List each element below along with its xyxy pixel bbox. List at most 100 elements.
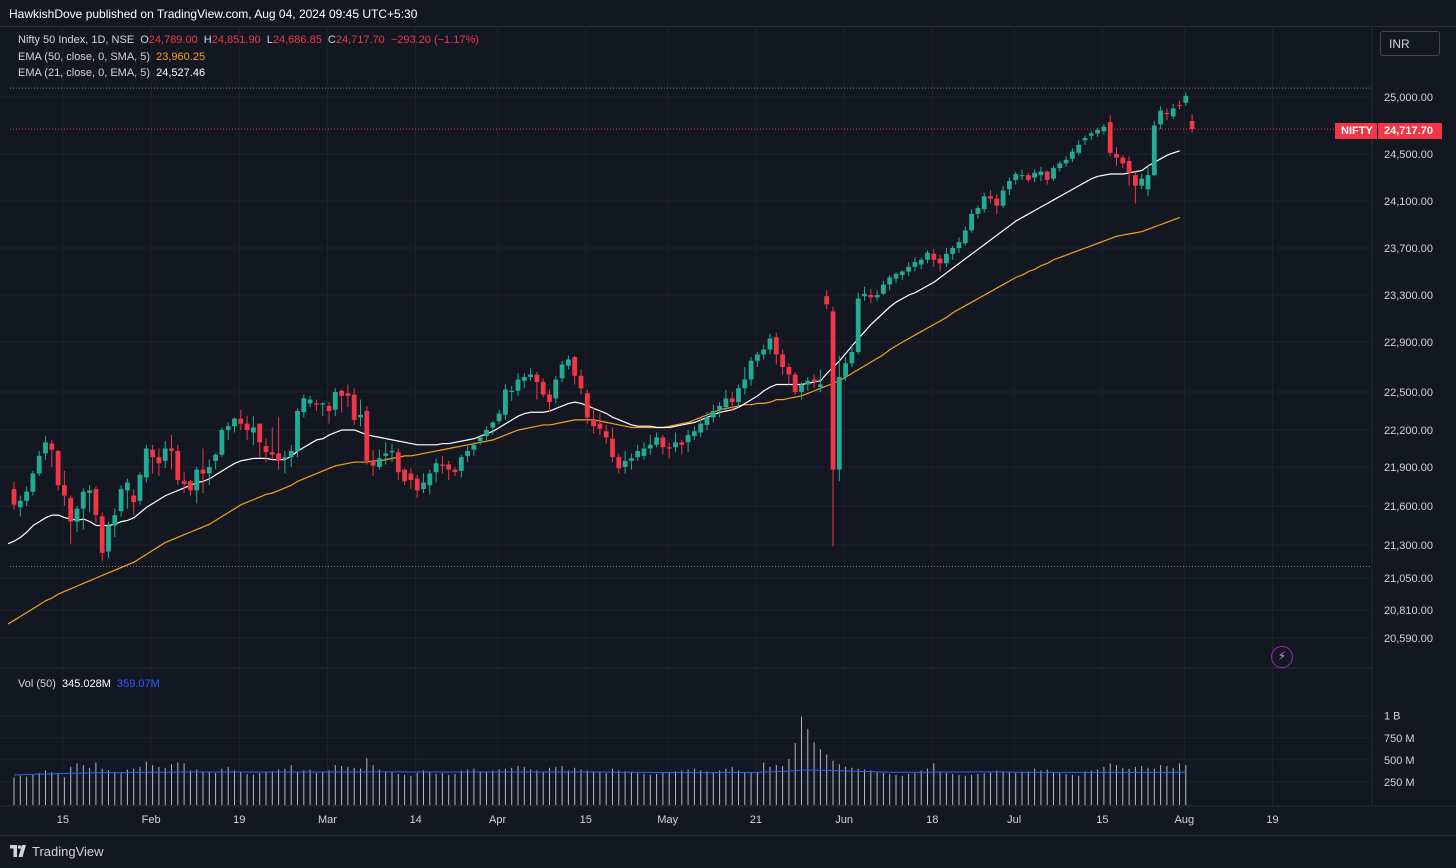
volume-value: 345.028M <box>61 678 111 690</box>
time-tick-label: 14 <box>410 814 422 826</box>
candle-body <box>1044 171 1050 180</box>
bottom-bar <box>0 835 1456 868</box>
candle-body <box>282 457 288 460</box>
candle-body <box>452 469 458 473</box>
candle-body <box>629 458 634 461</box>
candle-body <box>206 467 212 474</box>
candle-body <box>685 434 691 443</box>
candle-body <box>1114 154 1119 158</box>
candle-body <box>673 442 678 448</box>
candle-body <box>269 452 275 455</box>
candle-body <box>944 253 949 264</box>
candle-body <box>11 489 17 505</box>
volume-legend[interactable]: Vol (50) 345.028M 359.07M <box>18 678 163 690</box>
candle-body <box>1051 168 1056 179</box>
ema50-legend[interactable]: EMA (50, close, 0, SMA, 5) 23,960.25 <box>18 51 208 63</box>
candle-body <box>175 450 181 480</box>
tradingview-brand[interactable]: TradingView <box>32 844 104 859</box>
grid-lines <box>0 26 1456 807</box>
candle-body <box>1120 157 1126 164</box>
candle-body <box>1177 104 1182 107</box>
candle-body <box>1126 161 1132 173</box>
candle-body <box>528 374 533 377</box>
time-tick-label: 15 <box>1096 814 1108 826</box>
candle-body <box>906 266 911 272</box>
candle-body <box>830 311 836 470</box>
candle-body <box>717 405 722 410</box>
candle-body <box>24 491 29 501</box>
price-tick-label: 22,900.00 <box>1384 337 1433 349</box>
candle-body <box>112 515 118 526</box>
symbol-legend[interactable]: Nifty 50 Index, 1D, NSE O24,789.00 H24,8… <box>18 34 482 46</box>
chart-canvas[interactable]: 25,000.00 24,500.00 24,100.00 23,700.00 23,3… <box>0 26 1456 835</box>
candle-body <box>509 390 515 392</box>
price-tick-label: 24,500.00 <box>1384 149 1433 161</box>
candle-body <box>36 455 42 474</box>
symbol-name: Nifty 50 Index, 1D, NSE <box>18 34 135 46</box>
currency-button[interactable]: INR <box>1380 31 1440 56</box>
candle-body <box>988 196 993 199</box>
candle-body <box>547 394 552 403</box>
candle-body <box>666 447 672 449</box>
candle-body <box>17 500 23 508</box>
candle-body <box>383 453 389 456</box>
candle-body <box>981 196 987 210</box>
price-tick-label: 22,500.00 <box>1384 387 1433 399</box>
price-tick-label: 25,000.00 <box>1384 92 1433 104</box>
high-low-lines <box>10 87 1372 568</box>
candle-body <box>893 273 899 279</box>
price-tick-label: 23,300.00 <box>1384 290 1433 302</box>
candle-body <box>332 392 338 410</box>
candle-body <box>792 374 798 392</box>
candle-body <box>1057 163 1063 169</box>
candle-body <box>389 450 395 453</box>
volume-label: Vol (50) <box>18 678 56 690</box>
volume-tick-label: 500 M <box>1384 755 1415 767</box>
top-bar <box>0 0 1456 27</box>
candle-body <box>566 359 571 366</box>
time-tick-label: Aug <box>1175 814 1195 826</box>
lightning-bolt-icon[interactable]: ⚡ <box>1271 646 1293 668</box>
time-tick-label: 18 <box>926 814 938 826</box>
candle-body <box>307 399 313 404</box>
candle-body <box>1189 120 1195 129</box>
candle-body <box>616 457 622 469</box>
candle-body <box>446 464 452 470</box>
candle-body <box>484 430 489 437</box>
candle-body <box>591 419 596 427</box>
candle-body <box>559 364 565 379</box>
candle-body <box>729 398 735 403</box>
candle-body <box>395 452 401 473</box>
candle-body <box>339 390 344 396</box>
price-tick-label: 21,900.00 <box>1384 462 1433 474</box>
ema21-legend[interactable]: EMA (21, close, 0, EMA, 5) 24,527.46 <box>18 67 208 79</box>
candle-body <box>80 491 86 509</box>
change-value: −293.20 (−1.17%) <box>390 34 479 46</box>
candle-body <box>421 482 426 490</box>
candle-body <box>440 464 445 466</box>
price-tick-label: 21,300.00 <box>1384 540 1433 552</box>
time-tick-label: 21 <box>750 814 762 826</box>
candle-body <box>1158 110 1163 125</box>
tradingview-logo-icon[interactable] <box>10 845 26 857</box>
time-tick-label: May <box>657 814 678 826</box>
candle-body <box>1025 175 1031 180</box>
time-tick-label: 15 <box>580 814 592 826</box>
candle-body <box>931 253 937 260</box>
time-tick-label: Apr <box>489 814 506 826</box>
candle-body <box>351 394 357 420</box>
candle-body <box>238 418 244 424</box>
candle-body <box>1088 133 1094 136</box>
ema21-value: 24,527.46 <box>156 67 206 79</box>
volume-ma-line <box>14 769 1186 776</box>
candle-body <box>1183 95 1189 103</box>
candle-body <box>232 418 237 427</box>
candle-body <box>962 230 968 244</box>
candle-body <box>1133 175 1138 186</box>
candle-body <box>704 417 710 425</box>
candle-body <box>162 448 168 461</box>
candle-body <box>188 481 193 491</box>
candle-body <box>131 495 137 503</box>
candle-body <box>824 296 830 305</box>
time-tick-label: Jul <box>1007 814 1021 826</box>
